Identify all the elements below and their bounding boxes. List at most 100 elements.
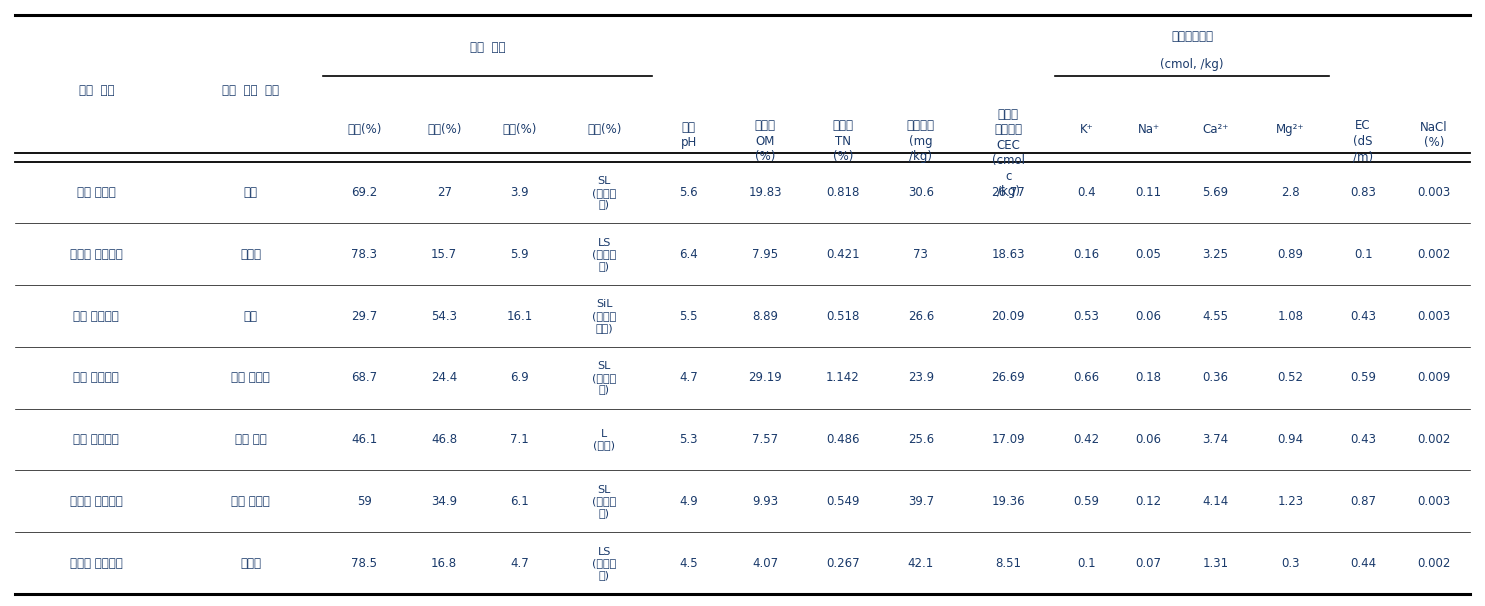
Text: 34.9: 34.9 <box>431 495 457 508</box>
Text: 27: 27 <box>437 186 451 199</box>
Text: 0.07: 0.07 <box>1136 557 1161 570</box>
Text: 산도
pH: 산도 pH <box>680 121 696 150</box>
Text: 19.83: 19.83 <box>748 186 781 199</box>
Text: 마산 나제승마: 마산 나제승마 <box>73 310 119 322</box>
Text: 울산 영축산: 울산 영축산 <box>232 371 270 384</box>
Text: 제주 상사화: 제주 상사화 <box>77 186 116 199</box>
Text: 6.4: 6.4 <box>679 248 698 261</box>
Text: 지리산: 지리산 <box>241 248 261 261</box>
Text: 5.9: 5.9 <box>511 248 529 261</box>
Text: 0.003: 0.003 <box>1417 495 1451 508</box>
Text: 0.549: 0.549 <box>826 495 860 508</box>
Text: 26.69: 26.69 <box>990 371 1025 384</box>
Text: 5.69: 5.69 <box>1203 186 1228 199</box>
Text: 39.7: 39.7 <box>907 495 934 508</box>
Text: 4.55: 4.55 <box>1203 310 1228 322</box>
Text: 0.002: 0.002 <box>1417 248 1451 261</box>
Text: 78.3: 78.3 <box>350 248 377 261</box>
Text: 0.11: 0.11 <box>1136 186 1161 199</box>
Text: 20.09: 20.09 <box>992 310 1025 322</box>
Text: 3.74: 3.74 <box>1203 433 1228 446</box>
Text: L
(양토): L (양토) <box>593 429 615 450</box>
Text: Na⁺: Na⁺ <box>1138 123 1160 136</box>
Text: 69.2: 69.2 <box>350 186 377 199</box>
Text: 토성(%): 토성(%) <box>587 123 621 136</box>
Text: 0.003: 0.003 <box>1417 310 1451 322</box>
Text: 0.87: 0.87 <box>1350 495 1377 508</box>
Text: 입도  분석: 입도 분석 <box>471 41 505 54</box>
Text: SL
(사질양
토): SL (사질양 토) <box>593 485 616 518</box>
Text: 0.44: 0.44 <box>1350 557 1377 570</box>
Text: 26.6: 26.6 <box>907 310 934 322</box>
Text: 0.421: 0.421 <box>826 248 860 261</box>
Text: 1.31: 1.31 <box>1203 557 1228 570</box>
Text: 0.1: 0.1 <box>1354 248 1372 261</box>
Text: 0.002: 0.002 <box>1417 433 1451 446</box>
Text: 시료  이름: 시료 이름 <box>79 84 114 97</box>
Text: 46.1: 46.1 <box>350 433 377 446</box>
Text: 17.09: 17.09 <box>992 433 1025 446</box>
Text: 유기물
OM
(%): 유기물 OM (%) <box>754 119 775 163</box>
Text: 5.5: 5.5 <box>680 310 698 322</box>
Text: 4.7: 4.7 <box>511 557 529 570</box>
Text: 7.95: 7.95 <box>751 248 778 261</box>
Text: 42.1: 42.1 <box>907 557 934 570</box>
Text: 0.59: 0.59 <box>1074 495 1100 508</box>
Text: 0.59: 0.59 <box>1350 371 1377 384</box>
Text: 6.1: 6.1 <box>511 495 529 508</box>
Text: 4.7: 4.7 <box>679 371 698 384</box>
Text: SiL
(미사질
양토): SiL (미사질 양토) <box>593 299 616 333</box>
Text: 0.43: 0.43 <box>1350 310 1377 322</box>
Text: 전질소
TN
(%): 전질소 TN (%) <box>833 119 854 163</box>
Text: NaCl
(%): NaCl (%) <box>1420 121 1448 150</box>
Text: 0.43: 0.43 <box>1350 433 1377 446</box>
Text: 19.36: 19.36 <box>992 495 1025 508</box>
Text: 4.07: 4.07 <box>751 557 778 570</box>
Text: 마산: 마산 <box>244 310 257 322</box>
Text: 시료  채집  지역: 시료 채집 지역 <box>223 84 279 97</box>
Text: 5.3: 5.3 <box>680 433 698 446</box>
Text: 3.25: 3.25 <box>1203 248 1228 261</box>
Text: 23.9: 23.9 <box>907 371 934 384</box>
Text: 0.003: 0.003 <box>1417 186 1451 199</box>
Text: 4.9: 4.9 <box>679 495 698 508</box>
Text: 0.66: 0.66 <box>1074 371 1100 384</box>
Text: 59: 59 <box>356 495 371 508</box>
Text: 미사(%): 미사(%) <box>428 123 462 136</box>
Text: 7.1: 7.1 <box>511 433 529 446</box>
Text: 46.8: 46.8 <box>431 433 457 446</box>
Text: 68.7: 68.7 <box>350 371 377 384</box>
Text: 광주 무등산: 광주 무등산 <box>232 495 270 508</box>
Text: 치환성양이온: 치환성양이온 <box>1172 30 1213 44</box>
Text: 0.002: 0.002 <box>1417 557 1451 570</box>
Text: 0.18: 0.18 <box>1136 371 1161 384</box>
Text: 0.53: 0.53 <box>1074 310 1099 322</box>
Text: 0.16: 0.16 <box>1074 248 1100 261</box>
Text: 1.142: 1.142 <box>826 371 860 384</box>
Text: 울산 구상나무: 울산 구상나무 <box>73 371 119 384</box>
Text: 설악산: 설악산 <box>241 557 261 570</box>
Text: 양이온
치환용량
CEC
(cmol
c
/kg): 양이온 치환용량 CEC (cmol c /kg) <box>992 108 1025 198</box>
Text: 5.6: 5.6 <box>679 186 698 199</box>
Text: 지리산 산오이풀: 지리산 산오이풀 <box>70 248 123 261</box>
Text: 0.486: 0.486 <box>826 433 860 446</box>
Text: 0.267: 0.267 <box>826 557 860 570</box>
Text: 7.57: 7.57 <box>751 433 778 446</box>
Text: 0.3: 0.3 <box>1282 557 1299 570</box>
Text: 29.7: 29.7 <box>350 310 377 322</box>
Text: 1.08: 1.08 <box>1277 310 1304 322</box>
Text: 29.19: 29.19 <box>748 371 783 384</box>
Text: 0.1: 0.1 <box>1077 557 1096 570</box>
Text: 점토(%): 점토(%) <box>502 123 538 136</box>
Text: 0.36: 0.36 <box>1203 371 1228 384</box>
Text: 26.77: 26.77 <box>990 186 1025 199</box>
Text: 영동 나제승마: 영동 나제승마 <box>73 433 119 446</box>
Text: 0.89: 0.89 <box>1277 248 1304 261</box>
Text: 0.818: 0.818 <box>826 186 860 199</box>
Text: 16.1: 16.1 <box>506 310 533 322</box>
Text: 16.8: 16.8 <box>431 557 457 570</box>
Text: 3.9: 3.9 <box>511 186 529 199</box>
Text: Mg²⁺: Mg²⁺ <box>1276 123 1305 136</box>
Text: 0.42: 0.42 <box>1074 433 1100 446</box>
Text: 25.6: 25.6 <box>907 433 934 446</box>
